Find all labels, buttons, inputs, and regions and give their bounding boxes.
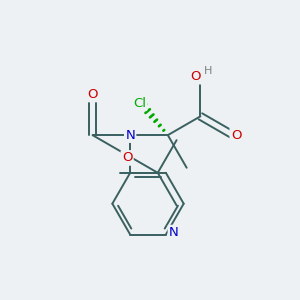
Text: H: H: [204, 66, 213, 76]
Text: O: O: [87, 88, 98, 101]
Text: O: O: [190, 70, 201, 83]
Text: N: N: [125, 129, 135, 142]
Text: N: N: [169, 226, 179, 239]
Text: O: O: [122, 152, 132, 164]
Text: Cl: Cl: [133, 97, 146, 110]
Text: O: O: [231, 129, 241, 142]
